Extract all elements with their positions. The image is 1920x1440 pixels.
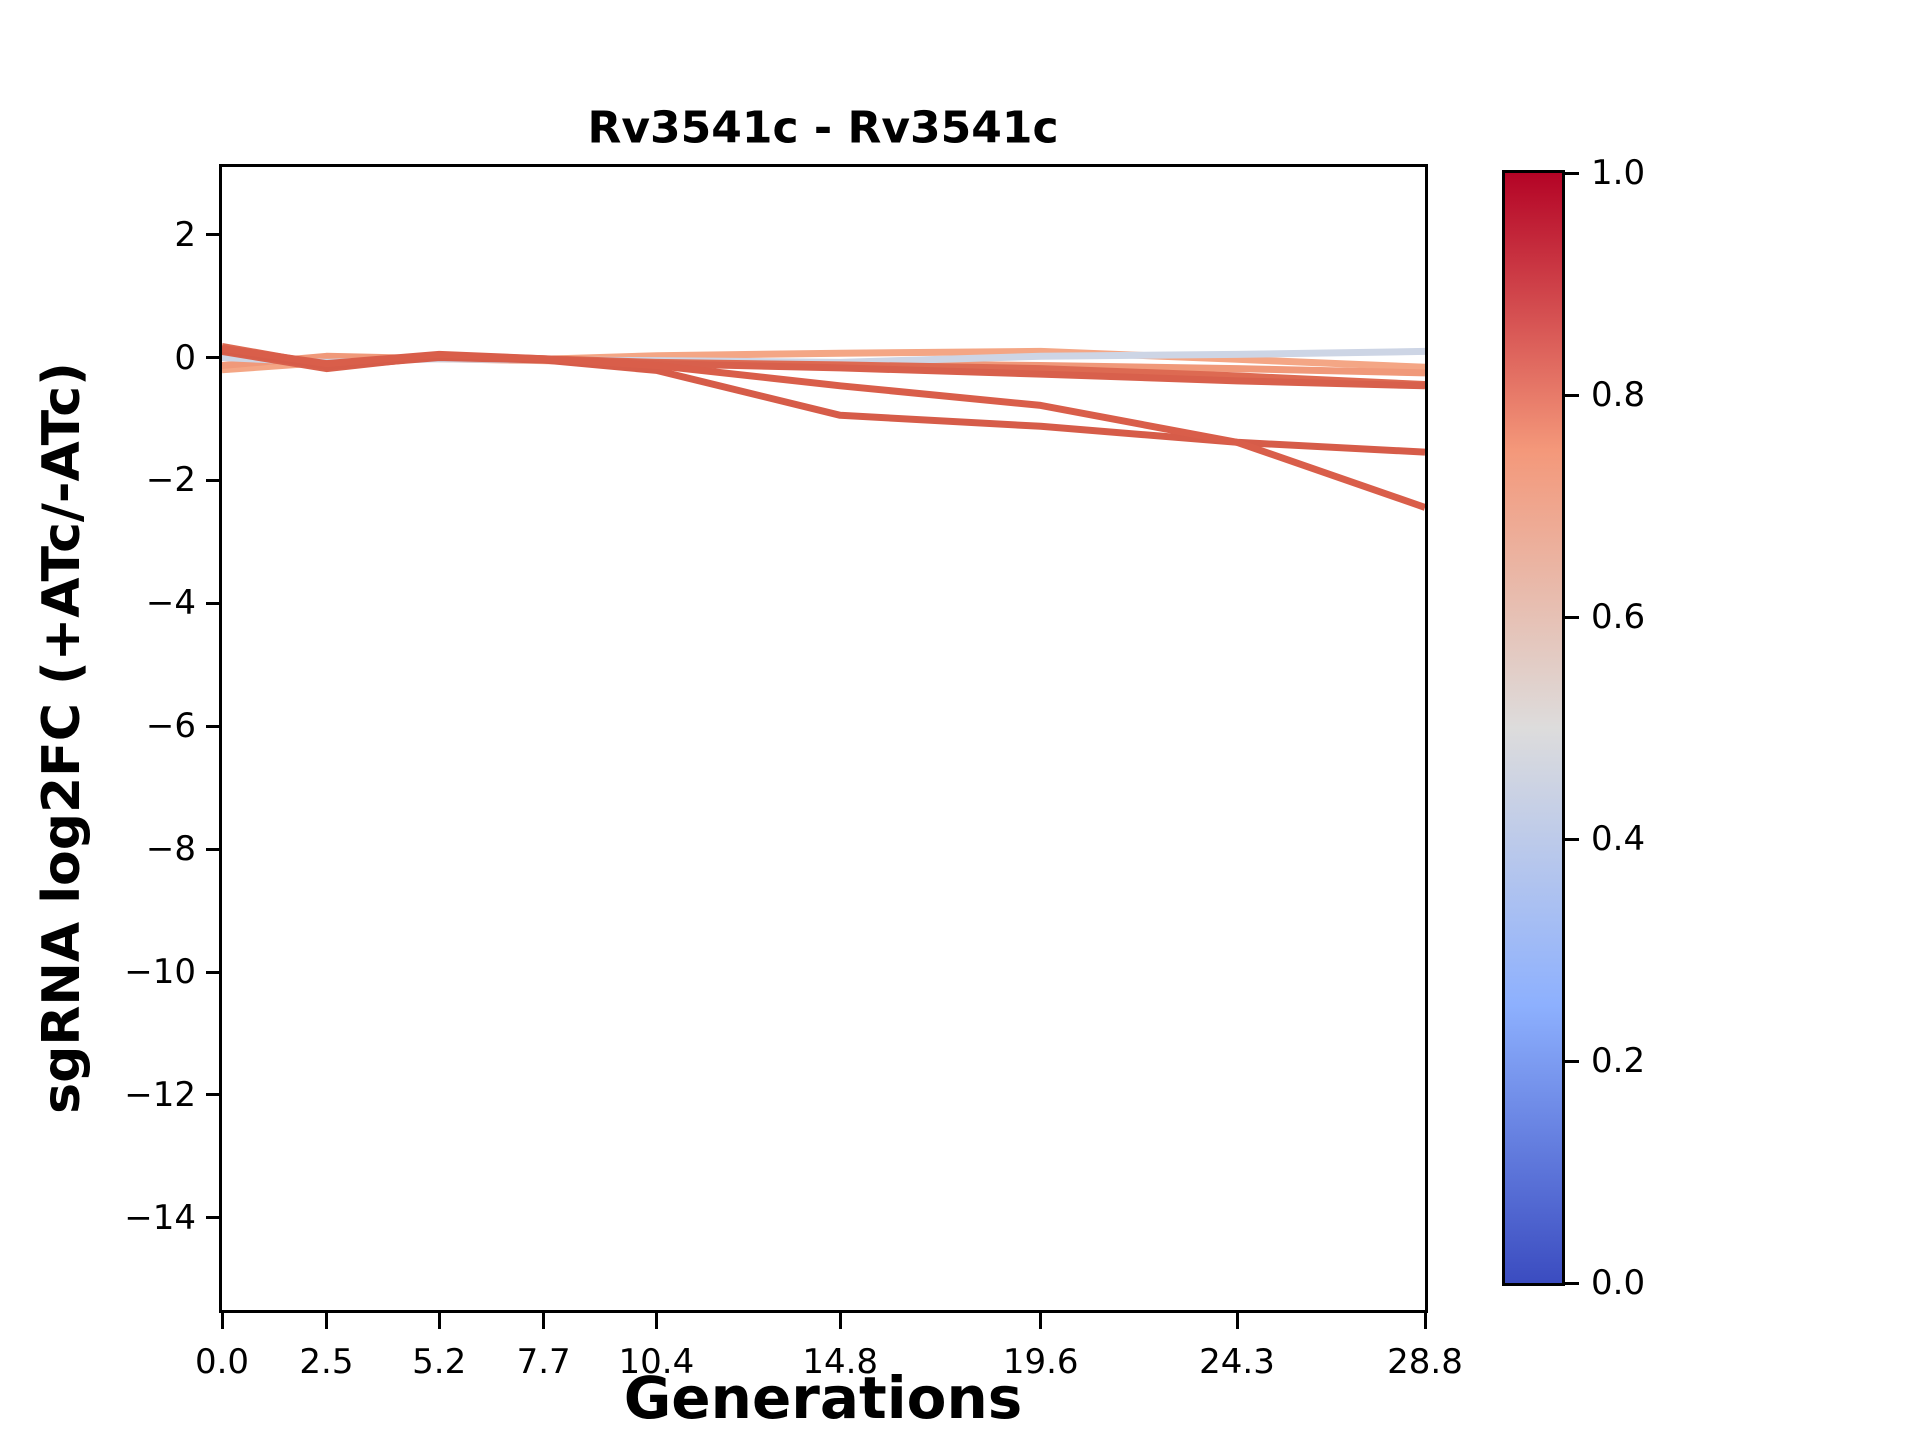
y-tick-mark bbox=[206, 233, 222, 237]
series-line-line-7 bbox=[221, 344, 1427, 511]
y-tick-label: 0 bbox=[174, 337, 196, 378]
x-tick-label: 10.4 bbox=[618, 1342, 695, 1382]
y-tick-mark bbox=[206, 847, 222, 851]
colorbar-tick-mark bbox=[1565, 393, 1579, 397]
y-tick-label: −12 bbox=[124, 1074, 196, 1115]
colorbar-tick-label: 0.6 bbox=[1591, 597, 1646, 637]
colorbar-gradient bbox=[1502, 170, 1565, 1286]
y-tick-label: −10 bbox=[124, 952, 196, 993]
plot-area bbox=[219, 164, 1428, 1313]
colorbar-tick-mark bbox=[1565, 615, 1579, 619]
colorbar-tick-mark bbox=[1565, 1059, 1579, 1063]
y-tick-label: 2 bbox=[174, 214, 196, 255]
colorbar-tick-mark bbox=[1565, 171, 1579, 175]
x-tick-mark bbox=[220, 1313, 224, 1329]
y-tick-label: −2 bbox=[145, 460, 196, 501]
x-axis-label: Generations bbox=[623, 1364, 1023, 1432]
y-tick-mark bbox=[206, 601, 222, 605]
x-tick-mark bbox=[542, 1313, 546, 1329]
x-tick-mark bbox=[838, 1313, 842, 1329]
x-tick-label: 24.3 bbox=[1199, 1342, 1275, 1382]
x-tick-mark bbox=[437, 1313, 441, 1329]
x-tick-mark bbox=[654, 1313, 658, 1329]
x-tick-label: 2.5 bbox=[299, 1342, 354, 1382]
series-lines bbox=[221, 342, 1427, 511]
colorbar-tick-label: 0.4 bbox=[1591, 819, 1646, 859]
colorbar-tick-label: 0.0 bbox=[1591, 1263, 1646, 1303]
x-tick-mark bbox=[1423, 1313, 1427, 1329]
x-tick-mark bbox=[1039, 1313, 1043, 1329]
x-tick-mark bbox=[1235, 1313, 1239, 1329]
y-tick-label: −8 bbox=[145, 829, 196, 870]
x-tick-label: 28.8 bbox=[1387, 1342, 1463, 1382]
y-axis-label: sgRNA log2FC (+ATc/-ATc) bbox=[32, 362, 92, 1114]
colorbar-tick-label: 0.8 bbox=[1591, 375, 1646, 415]
y-tick-label: −14 bbox=[124, 1197, 196, 1238]
colorbar-tick-mark bbox=[1565, 1281, 1579, 1285]
y-tick-mark bbox=[206, 478, 222, 482]
y-tick-mark bbox=[206, 724, 222, 728]
x-tick-label: 0.0 bbox=[194, 1342, 250, 1382]
y-tick-mark bbox=[206, 1216, 222, 1220]
x-tick-label: 7.7 bbox=[516, 1342, 571, 1382]
y-tick-label: −4 bbox=[145, 583, 196, 624]
y-tick-mark bbox=[206, 970, 222, 974]
colorbar-tick-label: 0.2 bbox=[1591, 1041, 1646, 1081]
x-tick-label: 14.8 bbox=[802, 1342, 879, 1382]
x-tick-label: 5.2 bbox=[412, 1342, 467, 1382]
colorbar-tick-mark bbox=[1565, 837, 1579, 841]
x-tick-label: 19.6 bbox=[1002, 1342, 1079, 1382]
y-tick-mark bbox=[206, 356, 222, 359]
y-tick-label: −6 bbox=[145, 706, 196, 747]
chart-title: Rv3541c - Rv3541c bbox=[587, 102, 1059, 154]
colorbar-tick-label: 1.0 bbox=[1591, 153, 1646, 193]
y-tick-mark bbox=[206, 1093, 222, 1097]
x-tick-mark bbox=[324, 1313, 328, 1329]
